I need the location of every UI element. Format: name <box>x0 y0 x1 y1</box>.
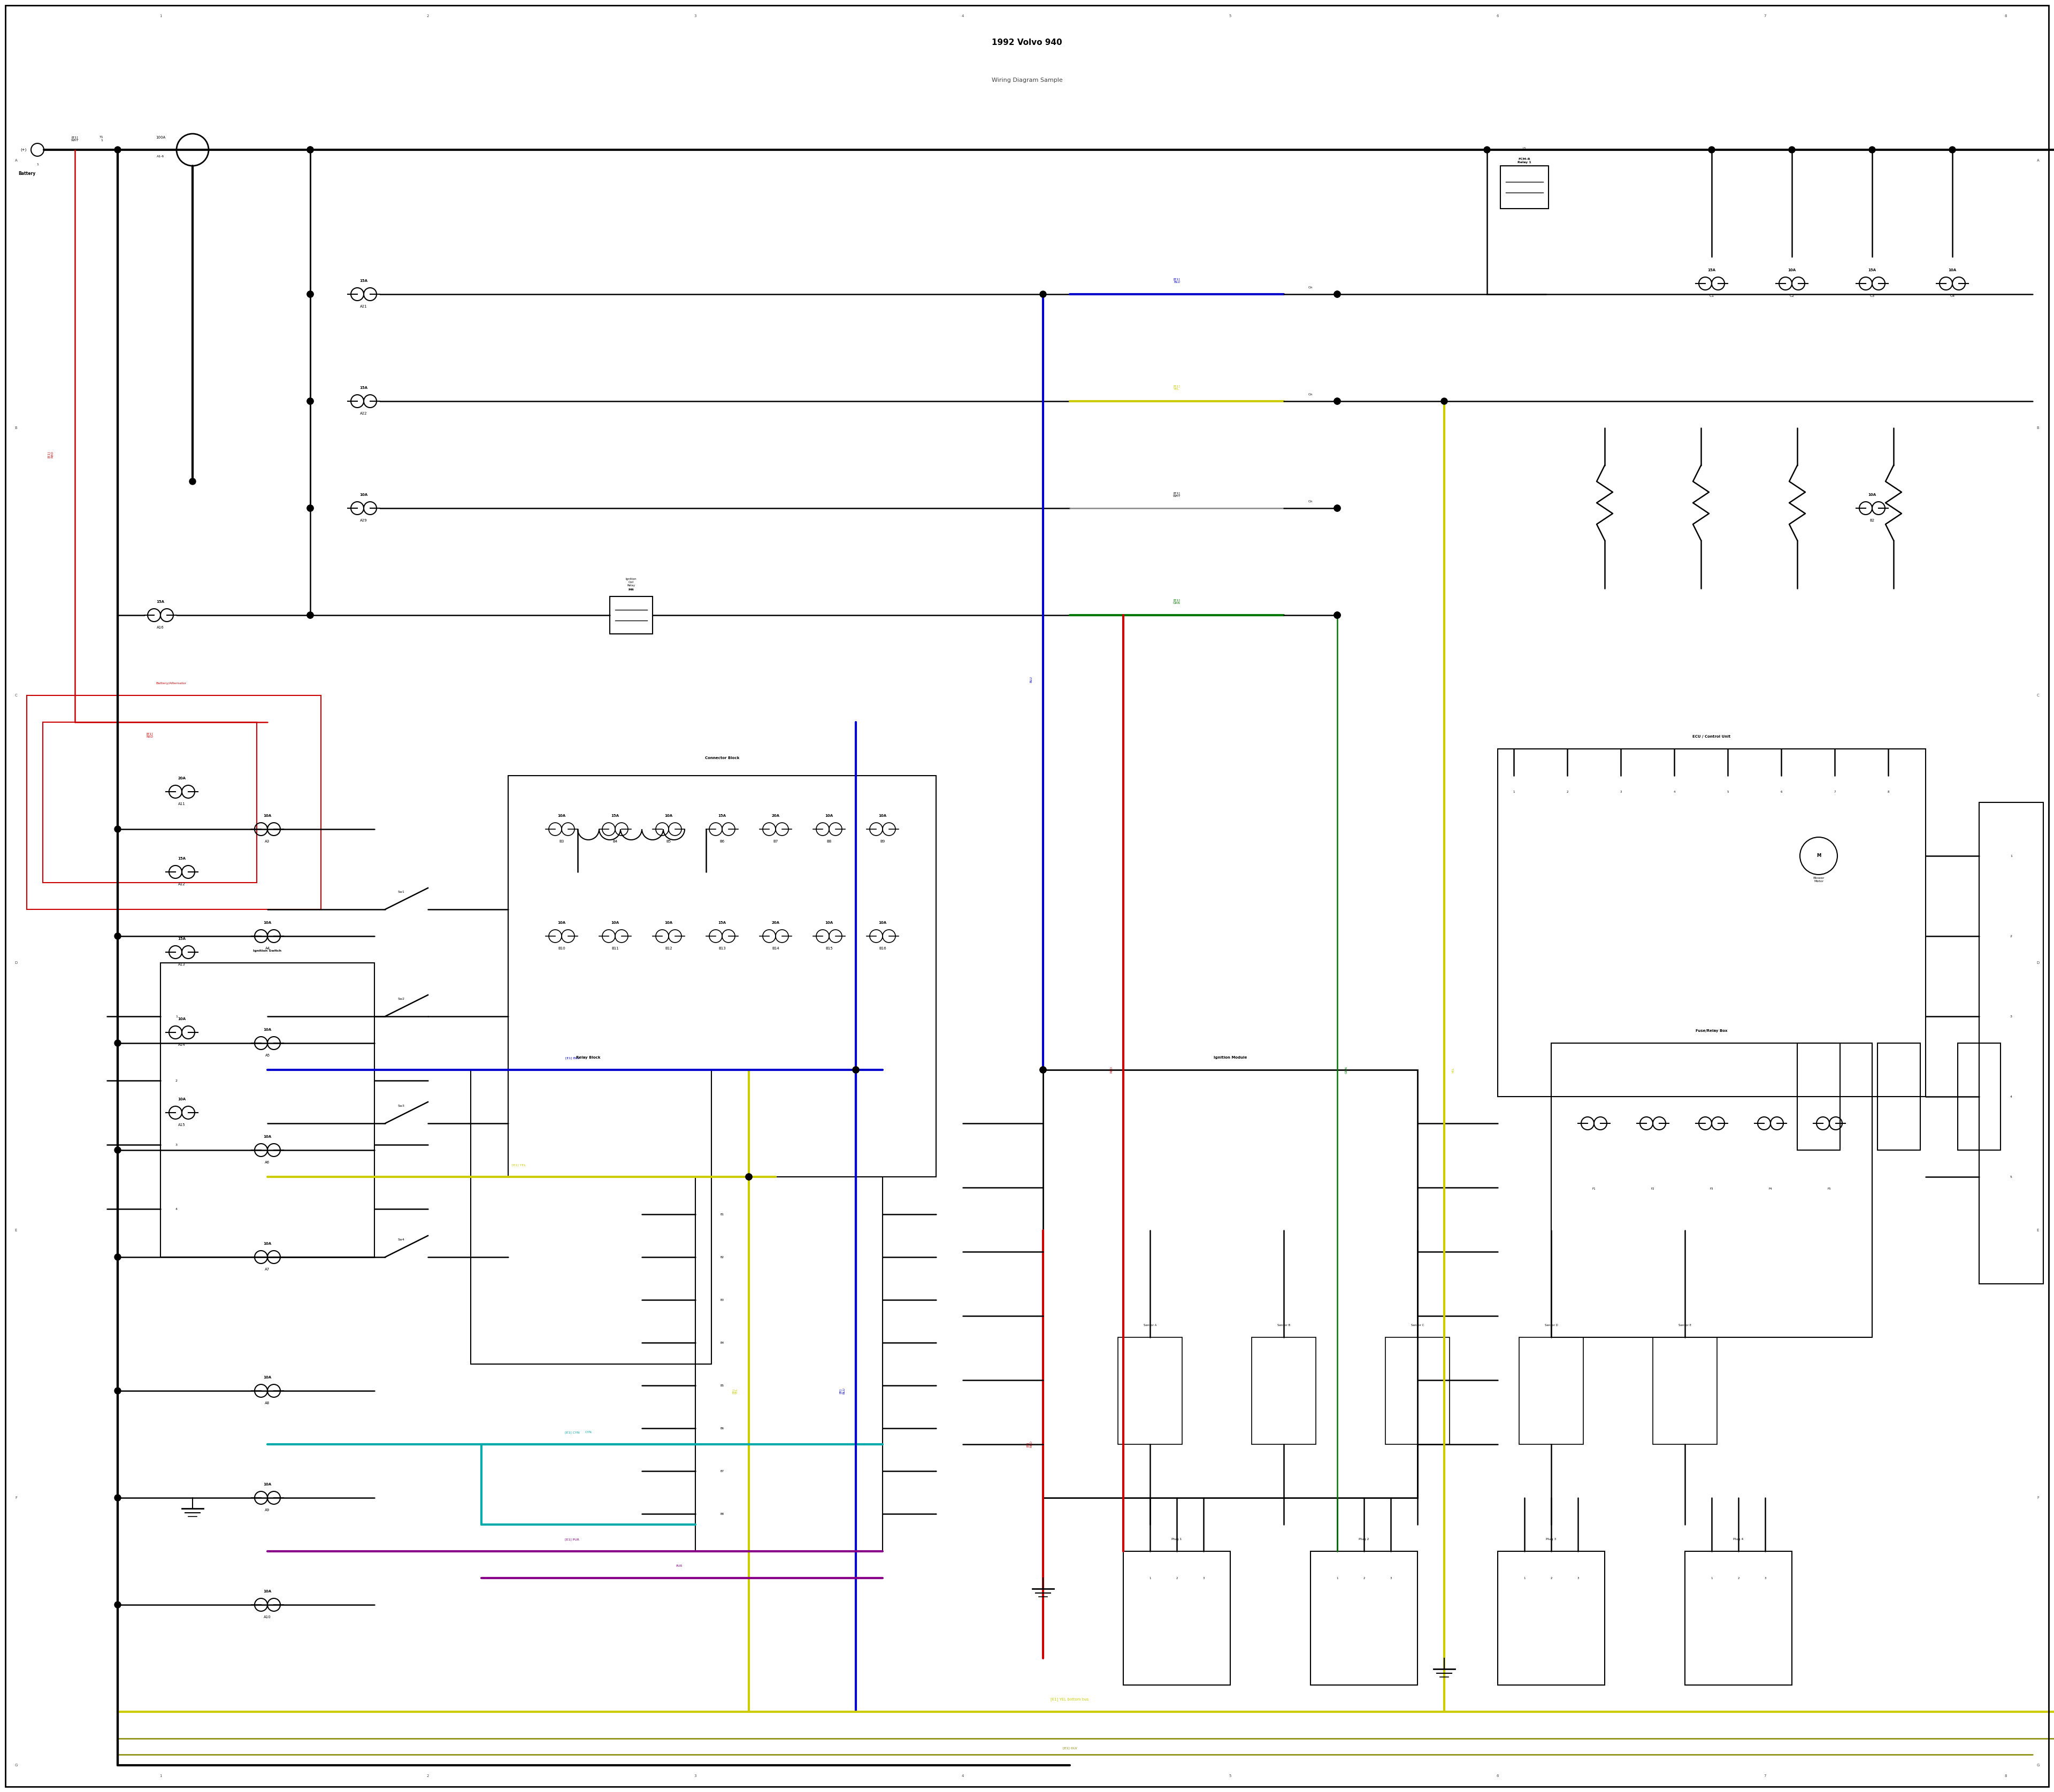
Text: A: A <box>14 159 16 161</box>
Text: B2: B2 <box>1869 520 1875 521</box>
Bar <box>1877 1043 1920 1150</box>
Text: B13: B13 <box>719 946 725 950</box>
Text: 15A: 15A <box>1869 269 1875 272</box>
Text: 4: 4 <box>961 14 963 18</box>
Text: 10A: 10A <box>1867 493 1875 496</box>
Text: 10A: 10A <box>826 921 834 925</box>
Text: 10A: 10A <box>179 1098 187 1100</box>
Bar <box>1251 1337 1317 1444</box>
Bar <box>1499 167 1549 208</box>
Text: B10: B10 <box>559 946 565 950</box>
Text: D: D <box>2038 961 2040 964</box>
Text: G: G <box>14 1763 18 1767</box>
Circle shape <box>115 1039 121 1047</box>
Text: A: A <box>2038 159 2040 161</box>
Text: RED: RED <box>1109 1066 1113 1073</box>
Text: 4: 4 <box>175 1208 177 1210</box>
Circle shape <box>1333 398 1341 405</box>
Text: E: E <box>2038 1229 2040 1231</box>
Circle shape <box>306 398 314 405</box>
Text: C: C <box>2038 694 2040 697</box>
Circle shape <box>115 1147 121 1154</box>
Text: B12: B12 <box>665 946 672 950</box>
Bar <box>1497 749 1927 1097</box>
Text: 3: 3 <box>694 14 696 18</box>
Text: 5: 5 <box>1228 14 1232 18</box>
Circle shape <box>115 1495 121 1502</box>
Bar <box>1043 1070 1417 1498</box>
Text: [E1] PUR: [E1] PUR <box>565 1538 579 1541</box>
Text: 2: 2 <box>427 14 429 18</box>
Bar <box>1124 1552 1230 1684</box>
Text: 8: 8 <box>2005 1774 2007 1778</box>
Text: T1
1: T1 1 <box>99 136 103 142</box>
Circle shape <box>306 611 314 618</box>
Text: [B]
YEL: [B] YEL <box>733 1387 737 1394</box>
Bar <box>1310 1552 1417 1684</box>
Text: Plug 4: Plug 4 <box>1734 1538 1744 1541</box>
Circle shape <box>1333 290 1341 297</box>
Text: 20A: 20A <box>772 921 781 925</box>
Text: 15A: 15A <box>719 814 727 817</box>
Text: B2: B2 <box>721 1256 723 1258</box>
Text: 100A: 100A <box>156 136 166 140</box>
Text: 10A: 10A <box>179 1018 187 1021</box>
Bar <box>1117 1337 1183 1444</box>
Text: [E1] CYN: [E1] CYN <box>565 1432 579 1434</box>
Circle shape <box>306 505 314 511</box>
Circle shape <box>115 934 121 939</box>
Text: [E1]
WHT: [E1] WHT <box>1173 491 1181 498</box>
Text: [E1]
GRN: [E1] GRN <box>1173 599 1181 604</box>
Text: F2: F2 <box>1651 1188 1656 1190</box>
Text: A3: A3 <box>265 840 269 842</box>
Text: C1: C1 <box>1709 294 1715 297</box>
Text: F4: F4 <box>1768 1188 1773 1190</box>
Circle shape <box>115 1602 121 1607</box>
Text: Ignition Switch: Ignition Switch <box>253 950 281 952</box>
Text: D: D <box>14 961 16 964</box>
Text: [E1]
WHT: [E1] WHT <box>72 136 78 142</box>
Text: 15A: 15A <box>359 280 368 283</box>
Text: A1-6: A1-6 <box>156 156 164 158</box>
Bar <box>470 1070 711 1364</box>
Text: B9: B9 <box>879 840 885 842</box>
Bar <box>1551 1043 1871 1337</box>
Circle shape <box>1333 505 1341 511</box>
Text: [B]
BLU: [B] BLU <box>840 1387 844 1394</box>
Text: (+): (+) <box>21 149 27 152</box>
Text: F5: F5 <box>1828 1188 1830 1190</box>
Text: ECU / Control Unit: ECU / Control Unit <box>1692 735 1732 738</box>
Text: 4: 4 <box>961 1774 963 1778</box>
Text: 10A: 10A <box>263 1029 271 1032</box>
Text: B: B <box>2038 426 2040 430</box>
Text: Sensor B: Sensor B <box>1278 1324 1290 1326</box>
Text: Battery/Alternator: Battery/Alternator <box>156 683 187 685</box>
Text: B8: B8 <box>826 840 832 842</box>
Text: BLU: BLU <box>1029 676 1033 683</box>
Text: 2: 2 <box>2011 935 2013 937</box>
Bar <box>1797 1043 1840 1150</box>
Text: 10A: 10A <box>879 921 887 925</box>
Text: B6: B6 <box>721 1426 723 1430</box>
Text: Sw1: Sw1 <box>398 891 405 894</box>
Circle shape <box>852 1066 859 1073</box>
Text: B4: B4 <box>612 840 618 842</box>
Text: F: F <box>14 1496 16 1500</box>
Text: Ignition
Coil
Relay: Ignition Coil Relay <box>626 577 637 586</box>
Text: B1: B1 <box>721 1213 723 1215</box>
Text: F3: F3 <box>1709 1188 1713 1190</box>
Text: A10: A10 <box>263 1615 271 1618</box>
Text: 2: 2 <box>175 1079 177 1082</box>
Text: 15A: 15A <box>719 921 727 925</box>
Text: A13: A13 <box>179 962 185 966</box>
Text: Cn: Cn <box>1308 287 1313 289</box>
Text: B15: B15 <box>826 946 832 950</box>
Text: 8: 8 <box>2005 14 2007 18</box>
Bar <box>27 695 320 909</box>
Text: 10A: 10A <box>263 814 271 817</box>
Text: 15A: 15A <box>179 857 185 860</box>
Circle shape <box>1333 290 1341 297</box>
Text: 10A: 10A <box>557 921 565 925</box>
Text: 1: 1 <box>160 14 162 18</box>
Text: YEL: YEL <box>1452 1066 1454 1073</box>
